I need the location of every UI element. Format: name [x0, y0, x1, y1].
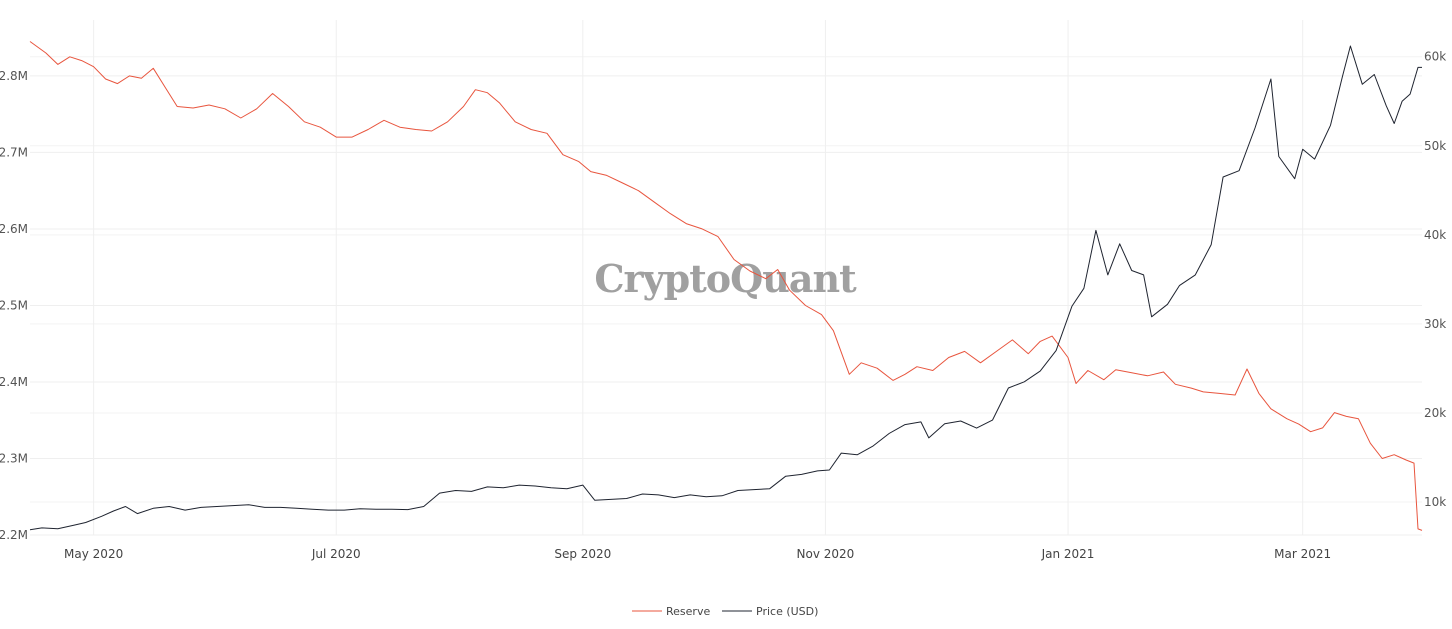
x-axis: May 2020 Jul 2020 Sep 2020 Nov 2020 Jan 2021…	[64, 547, 1331, 561]
y-left-tick-label: 2.5M	[0, 298, 28, 312]
y-left-tick-label: 2.4M	[0, 375, 28, 389]
legend-label: Reserve	[666, 605, 710, 618]
legend-item-reserve[interactable]: Reserve	[632, 605, 710, 618]
y-left-tick-label: 2.3M	[0, 451, 28, 465]
watermark-logo: CryptoQuant	[594, 256, 857, 301]
y-right-tick-label: 30k	[1424, 317, 1446, 331]
y-right-tick-label: 60k	[1424, 50, 1446, 64]
series-line-price	[29, 45, 1422, 531]
x-tick-label: Jul 2020	[311, 547, 361, 561]
x-tick-label: Jan 2021	[1041, 547, 1095, 561]
series-line-reserve	[29, 41, 1423, 531]
y-right-tick-label: 20k	[1424, 406, 1446, 420]
y-left-tick-label: 2.7M	[0, 145, 28, 159]
x-tick-label: Sep 2020	[554, 547, 611, 561]
x-tick-label: Nov 2020	[797, 547, 855, 561]
y-left-tick-label: 2.6M	[0, 222, 28, 236]
y-right-tick-label: 10k	[1424, 495, 1446, 509]
series-layer	[29, 41, 1423, 531]
y-right-tick-label: 40k	[1424, 228, 1446, 242]
legend-label: Price (USD)	[756, 605, 818, 618]
left-axis: 2.2M 2.3M 2.4M 2.5M 2.6M 2.7M 2.8M	[0, 69, 28, 542]
y-left-tick-label: 2.8M	[0, 69, 28, 83]
right-axis: 10k 20k 30k 40k 50k 60k	[1424, 50, 1446, 509]
x-tick-label: May 2020	[64, 547, 123, 561]
grid-layer	[30, 20, 1422, 536]
x-tick-label: Mar 2021	[1274, 547, 1331, 561]
legend[interactable]: Reserve Price (USD)	[632, 605, 818, 618]
y-right-tick-label: 50k	[1424, 139, 1446, 153]
legend-item-price[interactable]: Price (USD)	[722, 605, 818, 618]
y-left-tick-label: 2.2M	[0, 528, 28, 542]
